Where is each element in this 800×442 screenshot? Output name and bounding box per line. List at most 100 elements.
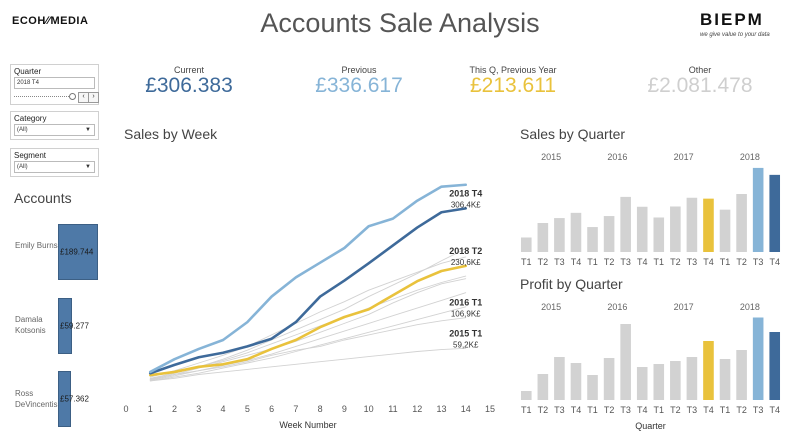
x-tick-label: T3 (753, 405, 764, 415)
chevron-right-icon[interactable]: › (88, 92, 99, 103)
quarter-slider-track[interactable] (14, 96, 69, 97)
x-tick-label: T4 (769, 257, 780, 267)
segment-filter: Segment (All) ▼ (10, 148, 99, 177)
bar (653, 217, 665, 252)
account-name: Damala Kotsonis (15, 315, 46, 335)
x-tick-label: 14 (461, 404, 471, 414)
sales-by-week-title: Sales by Week (124, 126, 218, 142)
x-tick-label: 9 (342, 404, 347, 414)
biepm-logo: BIEPM (700, 10, 764, 29)
x-axis-title: Week Number (279, 420, 336, 430)
x-tick-label: T4 (637, 257, 648, 267)
quarter-filter-label: Quarter (14, 67, 42, 76)
annotation-label: 2016 T1 (449, 298, 482, 308)
x-tick-label: 4 (221, 404, 226, 414)
annotation-value: 230,6K£ (451, 258, 481, 267)
bar (587, 375, 598, 400)
x-tick-label: T2 (736, 257, 747, 267)
x-tick-label: 11 (388, 404, 397, 414)
bar (587, 227, 598, 252)
series-line-other-6 (149, 248, 467, 380)
profit-by-quarter-chart[interactable]: 2015 2016 2017 2018 T1 T2 T3 T4 T1 T2 T3 T4 T1 T2 T3 T4… (510, 295, 795, 440)
account-bar[interactable]: £59.277 (58, 298, 89, 354)
kpi-previous-value: £336.617 (315, 74, 403, 97)
x-tick-label: 1 (148, 404, 153, 414)
x-tick-label: T4 (571, 405, 582, 415)
segment-dropdown[interactable]: (All) ▼ (14, 161, 95, 173)
segment-filter-label: Segment (14, 151, 47, 160)
category-filter: Category (All) ▼ (10, 111, 99, 140)
page-title: Accounts Sale Analysis (260, 8, 540, 38)
x-tick-label: 15 (485, 404, 495, 414)
caret-down-icon[interactable]: ▼ (85, 164, 91, 170)
bar (736, 350, 747, 400)
x-tick-label: 8 (318, 404, 323, 414)
account-bar[interactable]: £57.362 (58, 371, 89, 427)
account-value: £189.744 (60, 247, 94, 257)
bar (554, 218, 565, 252)
quarter-filter-value[interactable]: 2018 T4 (14, 77, 95, 89)
account-name: Emily Burns (15, 241, 58, 250)
account-value: £57.362 (60, 394, 89, 404)
x-tick-label: 2 (172, 404, 177, 414)
kpi-current-value: £306.383 (145, 74, 233, 97)
bar (603, 216, 615, 252)
x-tick-label: 3 (196, 404, 201, 414)
x-tick-label: 12 (412, 404, 422, 414)
category-dropdown[interactable]: (All) ▼ (14, 124, 95, 136)
x-tick-label: T3 (687, 257, 698, 267)
account-bar[interactable]: £189.744 (58, 224, 98, 280)
x-tick-label: T4 (571, 257, 582, 267)
bar (620, 196, 631, 252)
year-header: 2017 (674, 152, 694, 162)
bar (752, 167, 764, 252)
quarter-slider-handle[interactable] (69, 93, 76, 100)
x-tick-label: T4 (769, 405, 780, 415)
bar (537, 223, 549, 252)
caret-down-icon[interactable]: ▼ (85, 127, 91, 133)
x-tick-label: T4 (703, 257, 714, 267)
sales-by-quarter-title: Sales by Quarter (520, 126, 626, 142)
x-axis-title: Quarter (635, 421, 666, 431)
bar (520, 391, 532, 400)
segment-dropdown-value: (All) (17, 164, 28, 170)
x-tick-label: T1 (654, 257, 665, 267)
x-tick-label: T2 (604, 257, 615, 267)
sales-by-quarter-chart[interactable]: 2015 2016 2017 2018 T1 T2 T3 T4 T1 T2 T3 T4 T1 T2 T3 T4… (510, 145, 795, 270)
year-header: 2017 (674, 302, 694, 312)
annotation-label: 2015 T1 (449, 328, 482, 338)
bar (736, 194, 747, 252)
kpi-other-label: Other (688, 65, 712, 75)
bar (670, 361, 681, 400)
account-value: £59.277 (60, 321, 89, 331)
bar (636, 206, 648, 252)
x-tick-label: T2 (538, 257, 549, 267)
x-tick-label: T1 (654, 405, 665, 415)
series-line-2018-t2 (148, 264, 468, 377)
kpi-current-label: Current (173, 65, 204, 75)
annotation-label: 2018 T2 (449, 246, 482, 256)
series-line-other-5 (149, 306, 467, 382)
bar (570, 212, 582, 252)
series-line-other-1 (149, 256, 467, 378)
bar (769, 174, 781, 252)
bar (719, 359, 731, 400)
x-tick-label: 0 (123, 404, 128, 414)
x-tick-label: T2 (670, 257, 681, 267)
x-tick-label: T2 (736, 405, 747, 415)
series-line-other-4 (149, 292, 467, 381)
x-tick-label: 7 (293, 404, 298, 414)
quarter-slider[interactable]: ‹ › (14, 92, 99, 103)
x-tick-label: T2 (604, 405, 615, 415)
quarter-filter: Quarter 2018 T4 ‹ › (10, 64, 99, 105)
x-tick-label: T1 (587, 257, 598, 267)
bar (719, 209, 731, 252)
bar (653, 364, 665, 400)
bar (570, 363, 582, 400)
x-tick-label: 6 (269, 404, 274, 414)
annotation-value: 59,2K£ (453, 340, 479, 349)
series-line-2015-t1 (149, 347, 467, 382)
series-line-2018-t3 (148, 183, 468, 374)
ecoh-media-logo: ECOH∕∕MEDIA (12, 15, 89, 27)
